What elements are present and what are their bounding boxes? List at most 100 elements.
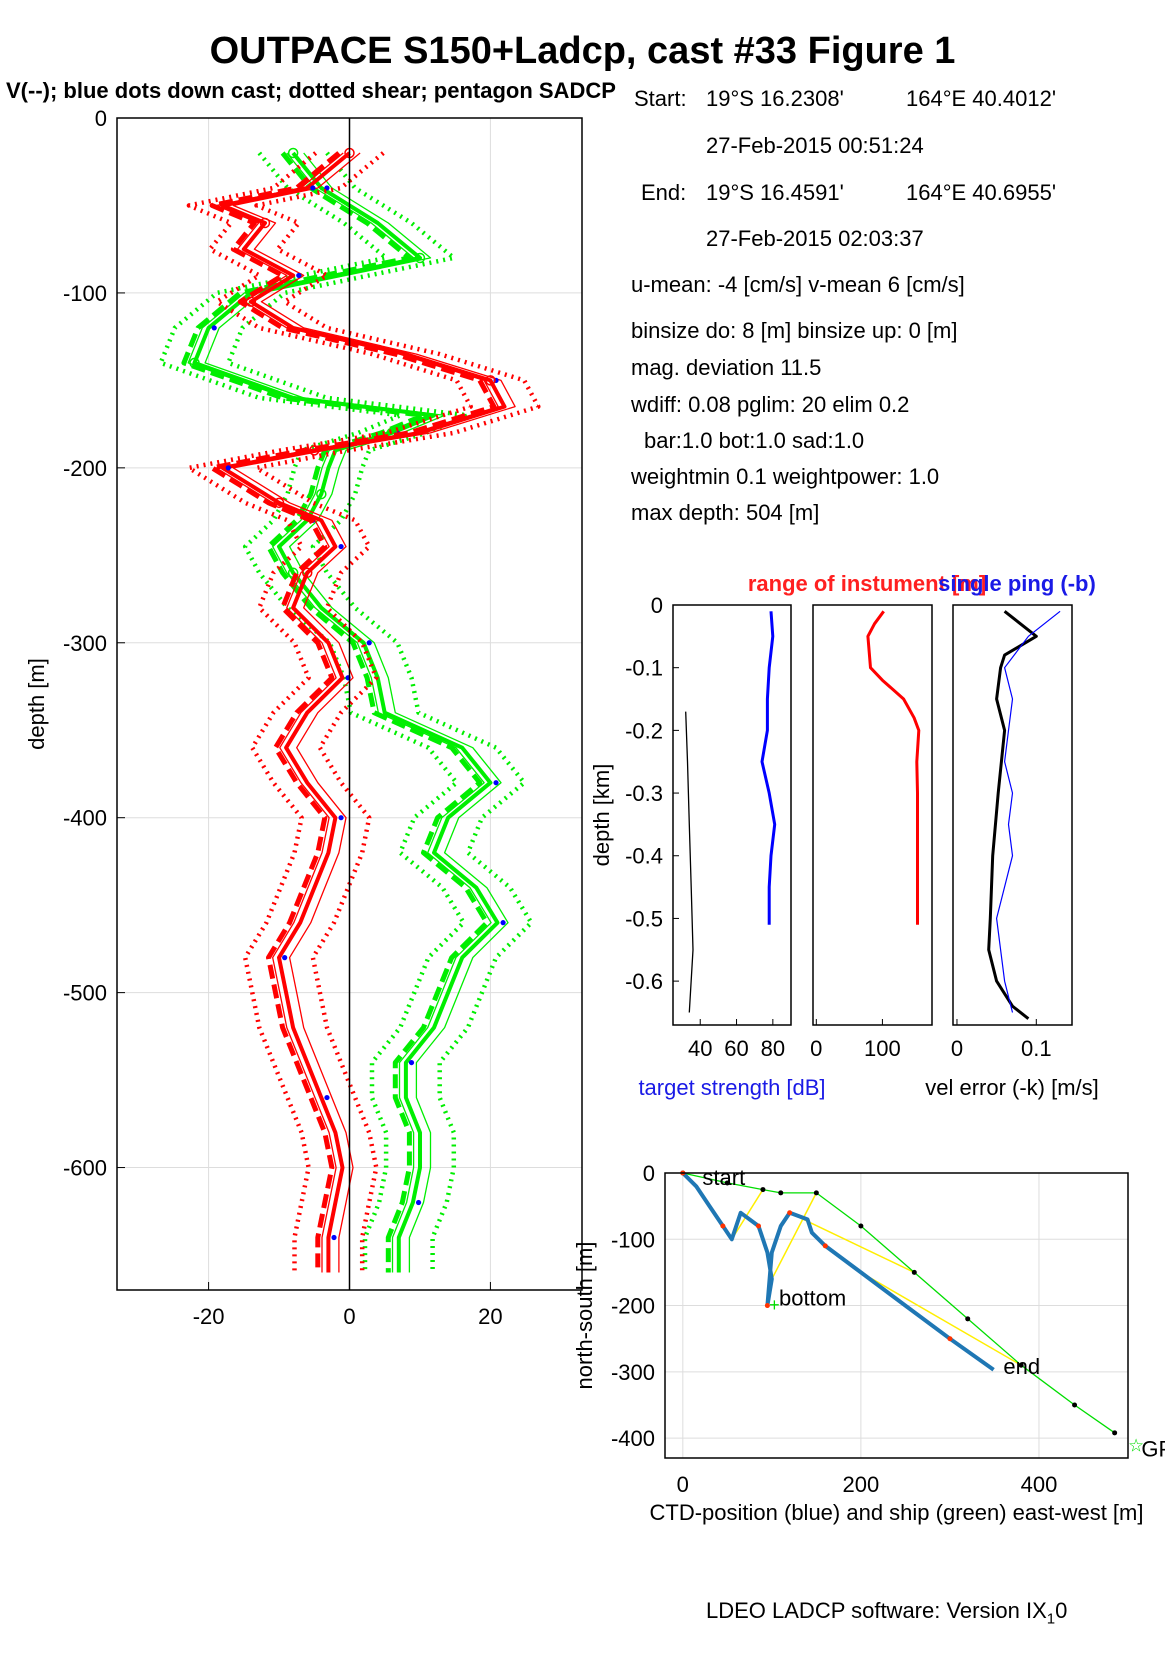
ctd-ship-link <box>789 1212 915 1274</box>
mag-deviation: mag. deviation 11.5 <box>631 355 822 380</box>
end-label: End: <box>641 180 687 205</box>
single-ping-title: single ping (-b) <box>938 571 1096 596</box>
y-tick-label: -0.2 <box>625 718 663 743</box>
ship-fix-dot <box>760 1187 766 1193</box>
gps-end-marker: ☆ <box>1128 1435 1144 1455</box>
ship-fix-dot <box>680 1170 686 1176</box>
y-tick-label: -500 <box>63 981 107 1006</box>
ctd-ship-link <box>771 1192 818 1280</box>
ctd-fix-dot <box>680 1170 686 1176</box>
y-tick-label: -300 <box>63 631 107 656</box>
y-tick-label: -0.3 <box>625 781 663 806</box>
y-tick-label: -300 <box>611 1360 655 1385</box>
downcast-dot <box>493 377 499 383</box>
u-velocity-dashed <box>209 151 497 1273</box>
downcast-dot <box>394 430 401 436</box>
v-velocity-dashed <box>181 151 490 1273</box>
downcast-dot <box>282 955 288 961</box>
vel-error-label: vel error (-k) [m/s] <box>925 1075 1099 1100</box>
sadcp-marker <box>287 147 299 159</box>
target-strength-label: target strength [dB] <box>638 1075 825 1100</box>
ship-fix-dot <box>1112 1430 1118 1436</box>
x-tick-label: -20 <box>193 1304 225 1329</box>
u-shear-envelope-left <box>186 151 473 1273</box>
start-label: Start: <box>634 86 687 111</box>
gps-end-label: GPS-end <box>1141 1437 1165 1462</box>
ctd-ship-link <box>731 1189 764 1240</box>
ship-fix-dot <box>724 1180 730 1186</box>
velocity-error-vel-error-k <box>987 610 1038 1020</box>
ship-track <box>682 1172 1115 1434</box>
v-shear-envelope-right <box>226 151 534 1273</box>
downcast-dot <box>324 185 330 191</box>
instrument-range-range <box>866 610 921 925</box>
sadcp-marker <box>386 427 398 439</box>
start-lat: 19°S 16.2308' <box>706 86 844 111</box>
ship-fix-dot <box>1072 1402 1078 1408</box>
v-velocity-thin <box>204 152 509 1273</box>
target-strength-frame <box>672 604 792 1026</box>
x-tick-label: 60 <box>724 1036 748 1061</box>
max-depth: max depth: 504 [m] <box>631 500 820 525</box>
x-tick-label: 0 <box>951 1036 963 1061</box>
downcast-dot <box>331 1234 337 1241</box>
track-y-axis-label: north-south [m] <box>572 1242 597 1390</box>
sadcp-marker <box>309 445 320 456</box>
start-label: start <box>702 1165 745 1190</box>
ctd-fix-dot <box>947 1336 953 1342</box>
downcast-dot <box>345 675 351 681</box>
y-tick-label: -0.6 <box>625 969 663 994</box>
track-plot-frame <box>664 1172 1129 1459</box>
u-velocity-thin <box>215 152 499 1273</box>
sadcp-marker <box>316 488 327 500</box>
u-velocity-thin <box>232 152 516 1273</box>
y-tick-label: -100 <box>63 281 107 306</box>
ship-fix-dot <box>965 1316 971 1322</box>
sadcp-marker <box>344 147 355 159</box>
y-tick-label: -100 <box>611 1227 655 1252</box>
y-tick-label: -0.1 <box>625 656 663 681</box>
ship-fix-dot <box>1018 1362 1024 1368</box>
velocity-plot-frame <box>116 117 583 1291</box>
x-tick-label: 0 <box>677 1472 689 1497</box>
ship-fix-dot <box>778 1190 784 1196</box>
downcast-dot <box>225 465 231 471</box>
velocity-error-frame <box>952 604 1073 1026</box>
ship-fix-dot <box>858 1223 864 1229</box>
ctd-fix-dot <box>764 1303 770 1309</box>
y-tick-label: -0.5 <box>625 906 663 931</box>
downcast-dot <box>310 517 316 523</box>
start-lon: 164°E 40.4012' <box>906 86 1057 111</box>
instrument-range-title: range of instument [m] <box>748 571 986 596</box>
sadcp-marker <box>273 497 285 509</box>
y-tick-label: -200 <box>63 456 107 481</box>
instrument-range-frame <box>812 604 933 1026</box>
downcast-dot <box>493 780 499 786</box>
downcast-dot <box>296 272 302 279</box>
x-tick-label: 0 <box>810 1036 822 1061</box>
x-tick-label: 40 <box>688 1036 712 1061</box>
ship-fix-dot <box>911 1269 917 1275</box>
end-lat: 19°S 16.4591' <box>706 180 844 205</box>
page-title: OUTPACE S150+Ladcp, cast #33 Figure 1 <box>209 30 956 72</box>
bottom-label: bottom <box>779 1286 846 1311</box>
x-tick-label: 400 <box>1021 1472 1058 1497</box>
v-velocity-thin <box>187 152 492 1273</box>
y-tick-label: -0.4 <box>625 844 663 869</box>
x-tick-label: 20 <box>478 1304 502 1329</box>
sadcp-marker <box>414 252 426 264</box>
y-tick-label: 0 <box>95 106 107 131</box>
end-lon: 164°E 40.6955' <box>906 180 1057 205</box>
x-tick-label: 100 <box>864 1036 901 1061</box>
ctd-fix-dot <box>755 1223 761 1229</box>
software-version: LDEO LADCP software: Version IX10 <box>706 1598 1067 1627</box>
downcast-dot <box>211 325 217 331</box>
y-tick-label: -400 <box>63 806 107 831</box>
sadcp-marker <box>189 357 200 369</box>
sadcp-marker <box>301 567 313 579</box>
x-tick-label: 0 <box>343 1304 355 1329</box>
version-subscript: 1 <box>1046 1610 1056 1628</box>
downcast-dot <box>415 1199 422 1206</box>
version-tail: 0 <box>1055 1598 1068 1623</box>
